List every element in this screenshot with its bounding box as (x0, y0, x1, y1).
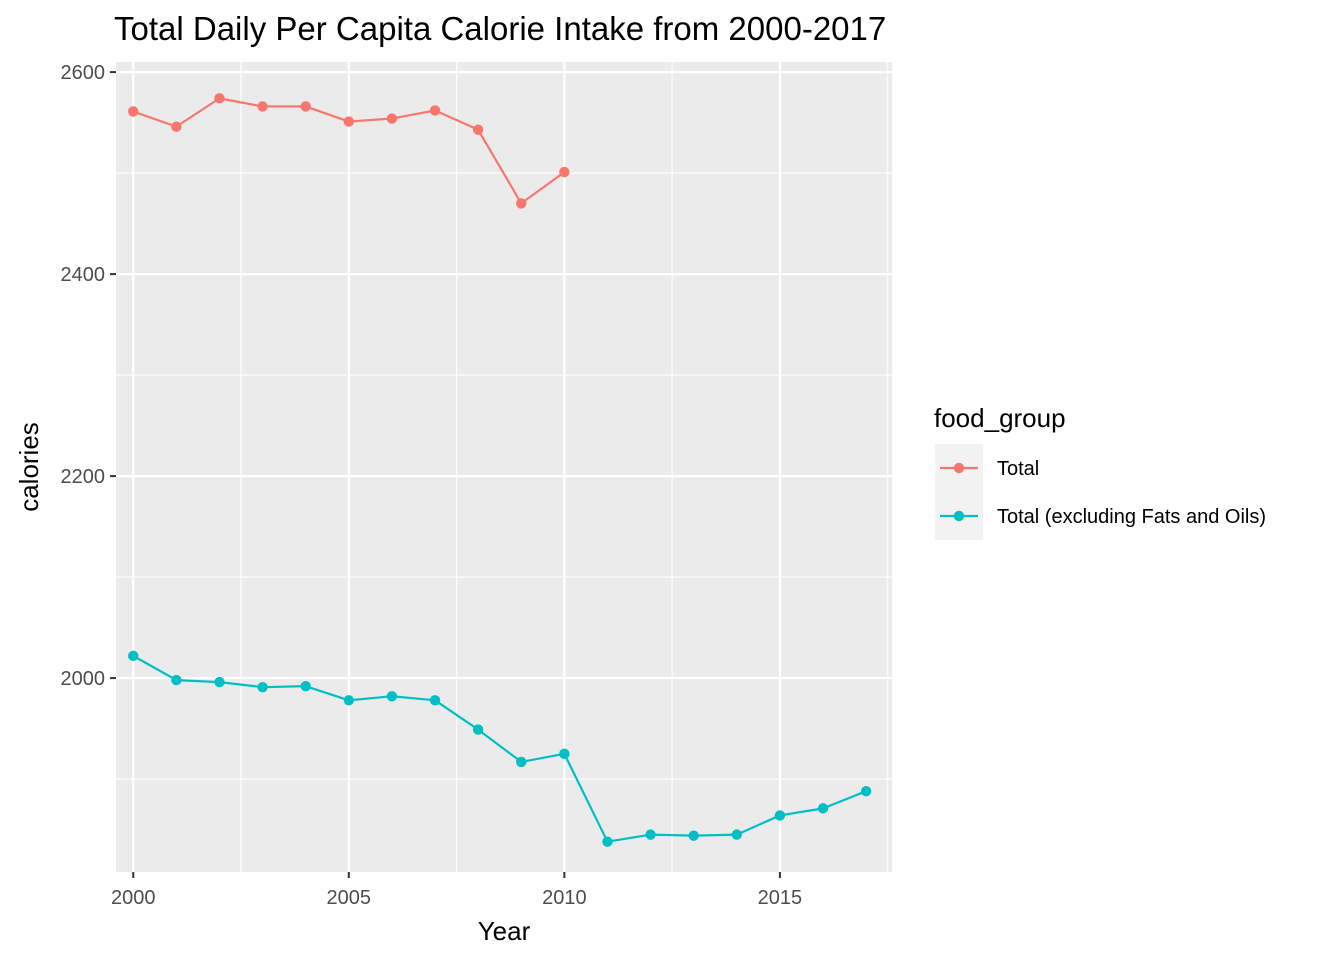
x-axis: 2000 2005 2010 2015 (111, 872, 802, 909)
y-tick-label: 2200 (61, 466, 106, 488)
data-point (472, 724, 484, 735)
data-point (343, 116, 354, 127)
x-tick-label: 2010 (542, 887, 587, 909)
data-point (516, 756, 527, 768)
series-2 (128, 650, 872, 847)
data-point (128, 650, 139, 662)
data-point (559, 166, 570, 178)
y-tick-label: 2400 (61, 264, 106, 286)
data-point (343, 695, 354, 706)
y-axis: 2000 2200 2400 2600 (61, 62, 116, 690)
data-point (257, 101, 268, 112)
data-point (602, 836, 613, 847)
data-point (214, 93, 225, 104)
plot-panel (116, 62, 892, 872)
data-point (386, 113, 398, 124)
data-point (429, 105, 441, 116)
data-point (516, 198, 527, 209)
legend-label: Total (excluding Fats and Oils) (997, 506, 1266, 528)
data-point (171, 121, 182, 132)
data-point (860, 786, 872, 797)
series-line (132, 654, 867, 843)
data-point (472, 124, 484, 135)
legend: food_group Total Total (excluding Fats an… (934, 403, 1266, 540)
series-layer (128, 93, 872, 847)
data-point (300, 101, 311, 112)
legend-item: Total (excluding Fats and Oils) (935, 492, 1266, 540)
legend-title: food_group (934, 403, 1066, 433)
major-gridlines (116, 62, 892, 872)
x-tick-label: 2000 (111, 887, 156, 909)
legend-label: Total (997, 458, 1039, 480)
data-point (300, 680, 311, 692)
data-point (645, 829, 656, 840)
chart-title: Total Daily Per Capita Calorie Intake fr… (114, 10, 886, 47)
series-1 (128, 93, 570, 209)
x-axis-title: Year (478, 916, 531, 946)
minor-gridlines (116, 62, 892, 872)
legend-key-point (953, 510, 965, 522)
x-tick-label: 2015 (758, 887, 803, 909)
data-point (731, 829, 742, 840)
y-axis-title: calories (14, 422, 44, 512)
legend-items: Total Total (excluding Fats and Oils) (935, 444, 1266, 540)
data-point (774, 810, 786, 821)
data-point (559, 748, 570, 760)
data-point (171, 674, 182, 686)
data-point (257, 681, 268, 693)
data-point (128, 106, 139, 117)
legend-item: Total (935, 444, 1039, 492)
data-point (386, 691, 398, 702)
data-point (817, 803, 829, 814)
y-tick-label: 2600 (61, 62, 106, 84)
data-point (688, 830, 699, 841)
x-tick-label: 2005 (327, 887, 372, 909)
legend-key-point (953, 462, 965, 474)
data-point (429, 695, 441, 706)
y-tick-label: 2000 (61, 668, 106, 690)
data-point (214, 676, 225, 688)
